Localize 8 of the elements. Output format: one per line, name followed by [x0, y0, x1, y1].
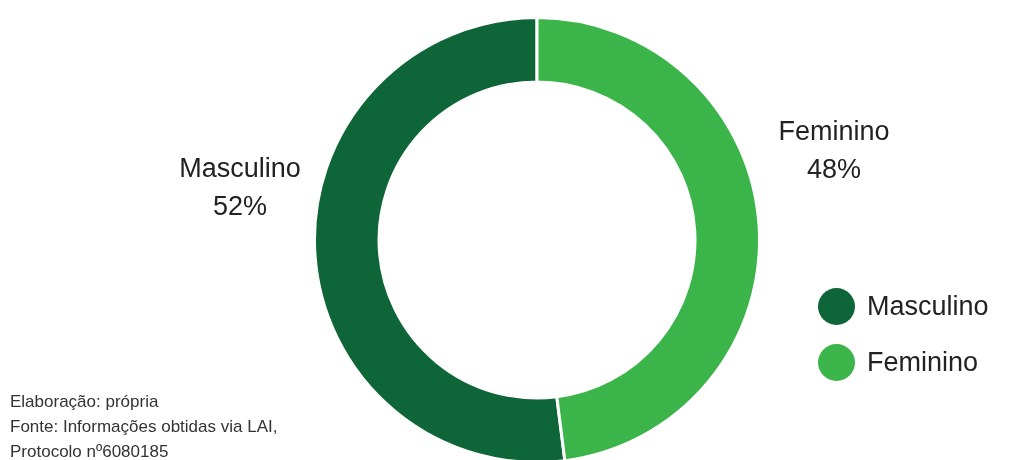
legend-label: Masculino [867, 290, 989, 322]
legend-label: Feminino [867, 346, 979, 378]
slice-label: Feminino [778, 115, 890, 146]
data-label: 52% [213, 191, 268, 222]
slice-label: Masculino [179, 153, 301, 184]
text: Elaboração: própria [10, 391, 160, 413]
source-note: Fonte: Informações obtidas via LAI, Protocolo nº6080185 [10, 416, 279, 460]
data-label: 48% [806, 153, 861, 184]
